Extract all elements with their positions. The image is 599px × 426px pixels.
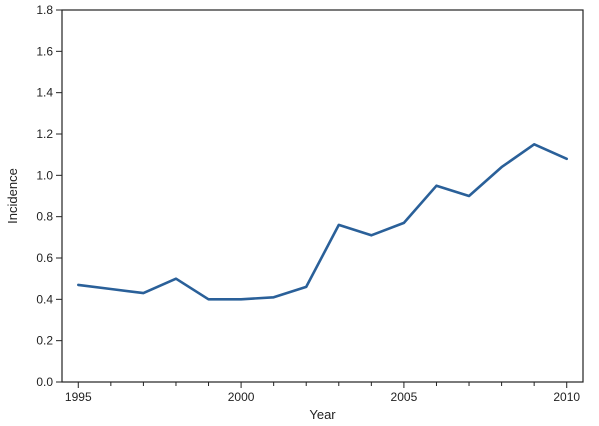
y-tick-label: 0.2 (36, 334, 53, 348)
y-tick-label: 1.4 (36, 86, 53, 100)
y-tick-label: 1.6 (36, 44, 53, 58)
y-tick-label: 1.0 (36, 168, 53, 182)
plot-area-frame (61, 9, 584, 383)
y-axis-ticks: 0.0 0.2 0.4 0.6 0.8 1.0 1.2 1.4 1.6 1.8 (36, 3, 62, 389)
x-tick-label: 2005 (391, 390, 418, 404)
x-tick-label: 2000 (228, 390, 255, 404)
y-tick-label: 0.0 (36, 375, 53, 389)
y-tick-label: 0.6 (36, 251, 53, 265)
y-tick-label: 1.8 (36, 3, 53, 17)
y-axis-label: Incidence (5, 168, 20, 224)
x-tick-label: 2010 (553, 390, 580, 404)
series-line (77, 143, 569, 301)
y-tick-label: 1.2 (36, 127, 53, 141)
x-axis-ticks: 1995 2000 2005 2010 (65, 382, 580, 404)
series-layer (77, 143, 569, 301)
y-tick-label: 0.4 (36, 292, 53, 306)
x-tick-label: 1995 (65, 390, 92, 404)
x-axis-label: Year (309, 407, 336, 422)
y-tick-label: 0.8 (36, 210, 53, 224)
